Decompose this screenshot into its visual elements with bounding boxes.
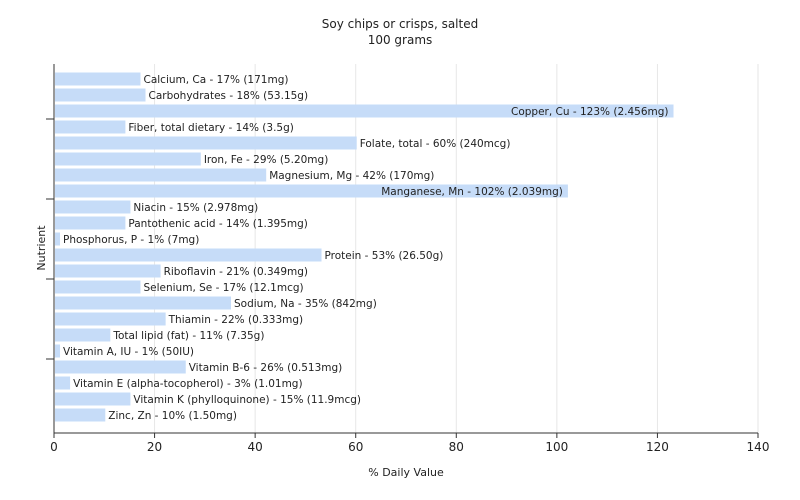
bar xyxy=(55,264,161,278)
x-tick-label: 60 xyxy=(348,440,363,454)
x-tick-label: 140 xyxy=(747,440,770,454)
bar xyxy=(55,232,61,246)
data-label: Total lipid (fat) - 11% (7.35g) xyxy=(112,330,264,342)
data-label: Magnesium, Mg - 42% (170mg) xyxy=(269,170,434,182)
data-label: Manganese, Mn - 102% (2.039mg) xyxy=(381,186,563,198)
bar xyxy=(55,136,357,150)
y-axis-title: Nutrient xyxy=(35,225,48,271)
bar xyxy=(55,392,131,406)
data-label: Folate, total - 60% (240mcg) xyxy=(360,138,511,150)
chart-title: Soy chips or crisps, salted xyxy=(321,17,479,31)
bars: Calcium, Ca - 17% (171mg) Carbohydrates -… xyxy=(55,72,674,422)
bar xyxy=(55,312,166,326)
bar xyxy=(55,152,201,166)
bar xyxy=(55,360,186,374)
bar xyxy=(55,296,231,310)
bar xyxy=(55,104,674,118)
x-tick-label: 80 xyxy=(449,440,464,454)
bar xyxy=(55,88,146,102)
x-tick-label: 0 xyxy=(50,440,58,454)
bar xyxy=(55,184,568,198)
bar xyxy=(55,248,322,262)
bar xyxy=(55,328,111,342)
bar xyxy=(55,280,141,294)
data-label: Vitamin B-6 - 26% (0.513mg) xyxy=(189,362,343,374)
chart-title-block: Soy chips or crisps, salted 100 grams xyxy=(0,16,800,48)
data-label: Zinc, Zn - 10% (1.50mg) xyxy=(108,410,237,422)
x-axis-title: % Daily Value xyxy=(368,466,444,479)
data-label: Carbohydrates - 18% (53.15g) xyxy=(149,90,309,102)
data-label: Thiamin - 22% (0.333mg) xyxy=(168,314,304,326)
data-label: Phosphorus, P - 1% (7mg) xyxy=(63,234,199,246)
axes: 0 20 40 60 80 100 120 140 xyxy=(46,64,769,454)
data-label: Fiber, total dietary - 14% (3.5g) xyxy=(128,122,293,134)
x-tick-label: 40 xyxy=(248,440,263,454)
x-tick-label: 100 xyxy=(545,440,568,454)
data-label: Sodium, Na - 35% (842mg) xyxy=(234,298,377,310)
data-label: Pantothenic acid - 14% (1.395mg) xyxy=(128,218,307,230)
bar xyxy=(55,72,141,86)
data-label: Vitamin E (alpha-tocopherol) - 3% (1.01m… xyxy=(73,378,303,390)
data-label: Selenium, Se - 17% (12.1mcg) xyxy=(143,282,303,294)
data-label: Protein - 53% (26.50g) xyxy=(325,250,444,262)
bar xyxy=(55,216,126,230)
data-label: Copper, Cu - 123% (2.456mg) xyxy=(511,106,669,118)
x-tick-label: 20 xyxy=(147,440,162,454)
data-label: Calcium, Ca - 17% (171mg) xyxy=(143,74,288,86)
chart-subtitle: 100 grams xyxy=(367,33,433,47)
x-tick-label: 120 xyxy=(646,440,669,454)
data-label: Vitamin A, IU - 1% (50IU) xyxy=(63,346,194,358)
bar xyxy=(55,120,126,134)
data-label: Iron, Fe - 29% (5.20mg) xyxy=(204,154,328,166)
bar xyxy=(55,376,71,390)
data-label: Vitamin K (phylloquinone) - 15% (11.9mcg… xyxy=(133,394,361,406)
bar xyxy=(55,200,131,214)
bar xyxy=(55,408,106,422)
data-label: Niacin - 15% (2.978mg) xyxy=(133,202,258,214)
bar xyxy=(55,168,267,182)
bar xyxy=(55,344,61,358)
data-label: Riboflavin - 21% (0.349mg) xyxy=(164,266,308,278)
